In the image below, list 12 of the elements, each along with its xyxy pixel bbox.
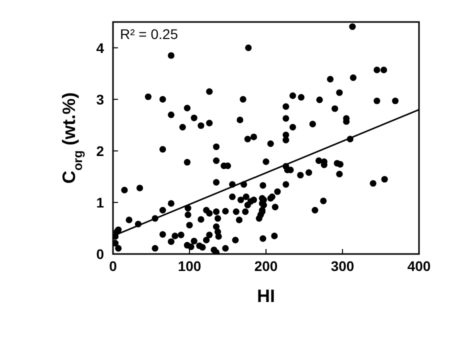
x-tick-label: 0 — [109, 258, 118, 274]
annotation: R² = 0.25 — [120, 26, 178, 42]
x-axis-title: HI — [257, 286, 275, 306]
y-tick-label: 3 — [96, 91, 104, 108]
y-tick-label: 4 — [96, 40, 104, 56]
y-tick-label: 1 — [96, 194, 104, 210]
x-tick-label: 100 — [178, 258, 202, 274]
y-tick-label: 0 — [96, 246, 104, 262]
y-tick-label: 2 — [96, 142, 104, 159]
x-tick-label: 200 — [254, 258, 278, 274]
x-tick-label: 400 — [407, 258, 431, 274]
x-tick-label: 300 — [330, 258, 354, 274]
